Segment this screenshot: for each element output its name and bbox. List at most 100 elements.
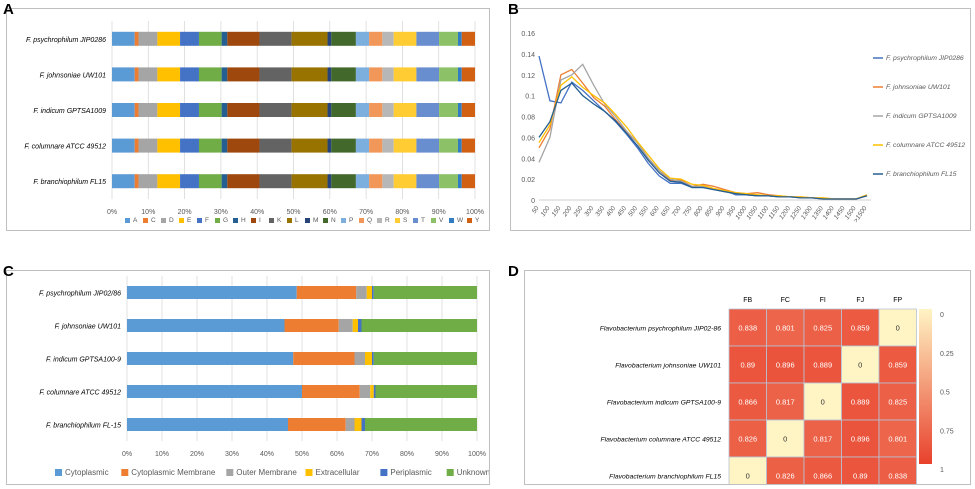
bar-segment-t [416,31,440,46]
x-tick-label: 60% [330,451,344,458]
bar-segment-f [180,67,199,82]
bar-segment-a [112,31,135,46]
bar-segment-periplasmic [372,286,374,299]
bar-segment-y [461,138,475,153]
bar-segment-r [382,31,394,46]
legend-swatch [226,469,234,476]
panel-c: 0% 10% 20% 30% 40% 50% 60% 70% 80% 90% 100% F. psyc… [6,270,490,485]
heatmap-cell-value: 0.896 [851,435,870,444]
bar-segment-d [138,67,158,82]
heatmap-cell [728,456,767,489]
legend-label: F. indicum GPTSA1009 [886,113,957,120]
y-tick-label: 0.12 [521,73,535,80]
bar-segment-k [259,67,292,82]
bar-segment-q [369,174,383,189]
heatmap-cell-value: 0.825 [813,324,832,333]
bar-segment-h [221,67,228,82]
x-tick-label: 550 [638,205,650,218]
x-tick-label: 30% [225,451,239,458]
panel-label-d: D [508,263,519,280]
bar-segment-h [221,174,228,189]
category-label: F. columnare ATCC 49512 [24,144,106,151]
heatmap-cell-value: 0.825 [888,398,907,407]
x-tick-label: 50 [531,205,541,215]
heatmap-cell [841,308,880,347]
heatmap-column-label: FI [820,297,826,304]
heatmap-cell [878,419,917,458]
heatmap-cell-value: 0.817 [813,435,832,444]
x-tick-label: 50% [295,451,309,458]
heatmap-cell [766,308,805,347]
heatmap-cell-value: 0.838 [888,472,907,481]
legend-swatch [305,218,310,223]
bar-segment-m [327,174,332,189]
legend-swatch [377,218,382,223]
heatmap-cell-value: 0.866 [813,472,832,481]
x-tick-label: 70% [365,451,379,458]
heatmap-cell-value: 0.859 [888,361,907,370]
bar-segment-i [227,103,260,117]
category-label: F. indicum GPTSA100-9 [46,357,121,364]
legend-label: R [385,217,390,224]
bar-segment-h [221,138,228,153]
legend-label: Cytoplasmic Membrane [131,468,216,477]
heatmap-column-label: FC [781,297,790,304]
bar-segment-i [227,174,260,189]
legend-label: F. johnsoniae UW101 [886,84,951,91]
bar-segment-w [457,103,462,117]
bar-segment-t [416,138,440,153]
x-tick-label: 10% [155,451,169,458]
bar-segment-p [355,138,370,153]
legend-swatch [395,218,400,223]
bar-segment-a [112,103,135,117]
legend-label: F. columnare ATCC 49512 [886,142,965,149]
bar-segment-v [439,31,458,46]
x-tick-label: 80% [400,451,414,458]
legend-label: Periplasmic [390,468,431,477]
bar-segment-l [291,103,328,117]
category-label: F. psychrophilum JIP02/86 [39,291,121,298]
bar-segment-s [393,31,417,46]
category-label: F. psychrophilum JIP0286 [26,37,106,44]
x-tick-label: 60% [323,209,337,216]
colorbar-tick-label: 0.5 [940,390,950,397]
bar-segment-q [369,67,383,82]
legend-swatch [197,218,202,223]
heatmap-cell-value: 0.896 [776,361,795,370]
bar-segment-extracellular [370,385,374,398]
bar-segment-n [331,138,356,153]
series-line-5 [538,82,868,200]
bar-segment-f [180,138,199,153]
heatmap-cell [766,419,805,458]
legend-swatch [380,469,388,476]
bar-segment-cytoplasmic [127,319,285,332]
heatmap-cell [841,382,880,421]
colorbar [919,309,932,464]
bar-segment-p [355,67,370,82]
x-tick-label: 200 [561,205,574,219]
heatmap-cell-value: 0 [896,324,900,333]
bar-segment-v [439,103,458,117]
bar-segment-cytoplasmic [127,385,302,398]
legend-swatch [305,469,313,476]
bar-segment-m [327,67,332,82]
bar-segment-periplasmic [361,418,365,431]
bar-segment-v [439,174,458,189]
legend-swatch [55,469,62,476]
bar-segment-cytoplasmic-membrane [284,319,339,332]
legend-label: Unknown [457,468,489,477]
x-tick-label: 400 [605,205,617,218]
bar-segment-cytoplasmic [127,286,297,299]
heatmap-cell [803,419,842,458]
bar-segment-v [439,138,458,153]
heatmap-column-label: FB [743,297,752,304]
colorbar-tick-label: 0.75 [940,428,954,435]
bar-segment-r [382,103,394,117]
heatmap-cell [878,308,917,347]
bar-segment-l [291,67,328,82]
heatmap-cell-value: 0.801 [888,435,907,444]
bar-segment-w [457,138,462,153]
bar-segment-d [138,103,158,117]
bar-segment-cytoplasmic [127,418,288,431]
bar-segment-n [331,67,356,82]
